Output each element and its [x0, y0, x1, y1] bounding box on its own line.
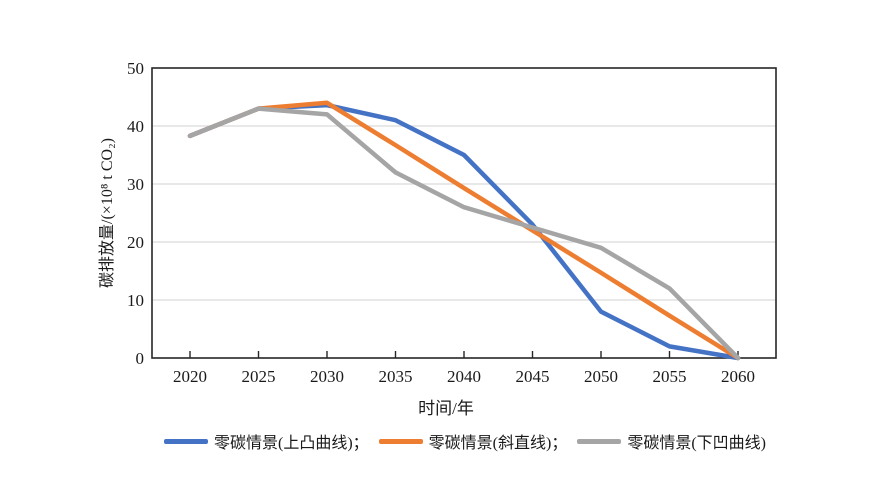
y-tick-label: 10 — [127, 291, 144, 310]
x-tick-label: 2045 — [516, 367, 550, 386]
x-tick-label: 2055 — [653, 367, 687, 386]
y-tick-label: 50 — [127, 59, 144, 78]
x-tick-label: 2040 — [447, 367, 481, 386]
x-tick-label: 2020 — [173, 367, 207, 386]
legend-label: 零碳情景(上凸曲线)； — [213, 435, 369, 452]
x-tick-label: 2050 — [584, 367, 618, 386]
legend-swatch — [378, 438, 423, 444]
legend: 零碳情景(上凸曲线)； 零碳情景(斜直线)； 零碳情景(下凹曲线) — [150, 430, 780, 452]
y-tick-label: 0 — [136, 349, 145, 368]
x-tick-label: 2025 — [242, 367, 276, 386]
legend-item: 零碳情景(下凹曲线) — [577, 429, 766, 453]
x-axis-title: 时间/年 — [418, 399, 474, 418]
legend-label: 零碳情景(下凹曲线) — [627, 435, 766, 452]
y-tick-label: 20 — [127, 233, 144, 252]
series-line — [187, 102, 741, 361]
x-tick-label: 2060 — [721, 367, 755, 386]
series-lines — [187, 100, 741, 361]
legend-swatch — [577, 438, 622, 444]
y-tick-label: 30 — [127, 175, 144, 194]
legend-swatch — [163, 438, 208, 444]
x-tick-label: 2035 — [379, 367, 413, 386]
x-tick-labels: 2020 2025 2030 2035 2040 2045 2050 2055 2060 — [173, 367, 755, 386]
gridlines — [152, 125, 776, 301]
x-ticks — [189, 351, 739, 358]
legend-item: 零碳情景(上凸曲线)； — [163, 429, 369, 453]
series-line — [187, 106, 741, 361]
y-tick-label: 40 — [127, 117, 144, 136]
y-axis-title: 碳排放量/(×10⁸ t CO₂) — [99, 138, 116, 288]
legend-label: 零碳情景(斜直线)； — [428, 435, 568, 452]
x-tick-label: 2030 — [310, 367, 344, 386]
y-tick-labels: 0 10 20 30 40 50 — [127, 59, 144, 368]
legend-item: 零碳情景(斜直线)； — [378, 429, 568, 453]
series-line — [187, 100, 741, 361]
